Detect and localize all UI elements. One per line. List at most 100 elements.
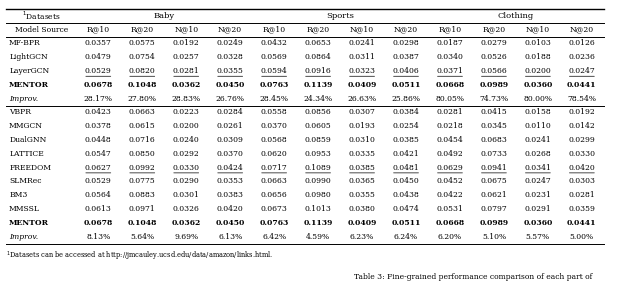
Text: 0.0850: 0.0850 (129, 150, 156, 158)
Text: 0.0292: 0.0292 (173, 150, 200, 158)
Text: 0.0763: 0.0763 (259, 219, 289, 227)
Text: 0.0438: 0.0438 (392, 191, 419, 199)
Text: DualGNN: DualGNN (9, 136, 47, 144)
Text: 0.0775: 0.0775 (129, 177, 156, 185)
Text: 28.45%: 28.45% (260, 95, 289, 103)
Text: 0.0564: 0.0564 (85, 191, 111, 199)
Text: 0.0526: 0.0526 (481, 53, 508, 61)
Text: 0.0362: 0.0362 (172, 219, 201, 227)
Text: 0.0990: 0.0990 (305, 177, 332, 185)
Text: R@10: R@10 (262, 26, 285, 34)
Text: MMGCN: MMGCN (9, 122, 43, 130)
Text: 0.0452: 0.0452 (436, 177, 463, 185)
Text: 0.0820: 0.0820 (129, 67, 156, 75)
Text: 0.0683: 0.0683 (481, 136, 508, 144)
Text: 6.42%: 6.42% (262, 233, 286, 241)
Text: 0.0511: 0.0511 (391, 219, 420, 227)
Text: 0.0110: 0.0110 (525, 122, 551, 130)
Text: 0.0359: 0.0359 (568, 205, 595, 213)
Text: VBPR: VBPR (9, 108, 31, 116)
Text: 5.10%: 5.10% (482, 233, 506, 241)
Text: 0.0668: 0.0668 (435, 219, 465, 227)
Text: 0.0717: 0.0717 (260, 164, 287, 172)
Text: 0.0409: 0.0409 (348, 81, 377, 89)
Text: N@20: N@20 (394, 26, 418, 34)
Text: 0.1089: 0.1089 (305, 164, 332, 172)
Text: 0.0290: 0.0290 (173, 177, 200, 185)
Text: 0.0971: 0.0971 (129, 205, 156, 213)
Text: 0.0341: 0.0341 (524, 164, 551, 172)
Text: SLMRec: SLMRec (9, 177, 42, 185)
Text: 0.0613: 0.0613 (85, 205, 112, 213)
Text: 6.13%: 6.13% (218, 233, 243, 241)
Text: 0.0406: 0.0406 (393, 67, 419, 75)
Text: 0.0605: 0.0605 (305, 122, 332, 130)
Text: 26.63%: 26.63% (348, 95, 376, 103)
Text: 0.0916: 0.0916 (305, 67, 332, 75)
Text: MENTOR: MENTOR (9, 81, 49, 89)
Text: 0.0420: 0.0420 (217, 205, 244, 213)
Text: 26.76%: 26.76% (216, 95, 244, 103)
Text: 80.05%: 80.05% (435, 95, 465, 103)
Text: 0.0733: 0.0733 (481, 150, 508, 158)
Text: 0.0249: 0.0249 (217, 40, 244, 48)
Text: 0.0656: 0.0656 (260, 191, 287, 199)
Text: $^1$Datasets can be accessed at http://jmcauley.ucsd.edu/data/amazon/links.html.: $^1$Datasets can be accessed at http://j… (6, 249, 273, 263)
Text: 0.0340: 0.0340 (436, 53, 463, 61)
Text: LayerGCN: LayerGCN (9, 67, 49, 75)
Text: 0.0653: 0.0653 (305, 40, 332, 48)
Text: R@10: R@10 (438, 26, 461, 34)
Text: 27.80%: 27.80% (128, 95, 157, 103)
Text: 0.0193: 0.0193 (349, 122, 376, 130)
Text: 0.0383: 0.0383 (217, 191, 244, 199)
Text: 0.0378: 0.0378 (85, 122, 112, 130)
Text: 0.0307: 0.0307 (349, 108, 376, 116)
Text: 0.0754: 0.0754 (129, 53, 156, 61)
Text: 0.0424: 0.0424 (217, 164, 244, 172)
Text: 0.0247: 0.0247 (525, 177, 551, 185)
Text: Improv.: Improv. (9, 233, 38, 241)
Text: 0.0311: 0.0311 (349, 53, 376, 61)
Text: 0.0454: 0.0454 (436, 136, 463, 144)
Text: 0.0365: 0.0365 (349, 177, 376, 185)
Text: 0.0421: 0.0421 (393, 150, 419, 158)
Text: 9.69%: 9.69% (174, 233, 198, 241)
Text: 24.34%: 24.34% (303, 95, 333, 103)
Text: 0.0187: 0.0187 (436, 40, 463, 48)
Text: 0.0569: 0.0569 (260, 53, 287, 61)
Text: N@20: N@20 (218, 26, 243, 34)
Text: 0.0261: 0.0261 (217, 122, 244, 130)
Text: 0.0241: 0.0241 (349, 40, 376, 48)
Text: 0.0355: 0.0355 (349, 191, 376, 199)
Text: 0.0387: 0.0387 (392, 53, 419, 61)
Text: 0.0481: 0.0481 (393, 164, 419, 172)
Text: N@10: N@10 (526, 26, 550, 34)
Text: 0.0409: 0.0409 (348, 219, 377, 227)
Text: 0.0441: 0.0441 (567, 219, 596, 227)
Text: 0.0474: 0.0474 (393, 205, 419, 213)
Text: 0.0450: 0.0450 (393, 177, 419, 185)
Text: 0.0362: 0.0362 (172, 81, 201, 89)
Text: 0.0240: 0.0240 (173, 136, 200, 144)
Text: 0.0223: 0.0223 (173, 108, 200, 116)
Text: 0.0218: 0.0218 (436, 122, 463, 130)
Text: 0.0615: 0.0615 (129, 122, 156, 130)
Text: 0.0345: 0.0345 (481, 122, 508, 130)
Text: 0.0864: 0.0864 (305, 53, 332, 61)
Text: MF-BPR: MF-BPR (9, 40, 41, 48)
Text: 0.0980: 0.0980 (305, 191, 332, 199)
Text: 0.1048: 0.1048 (127, 219, 157, 227)
Text: 0.0355: 0.0355 (217, 67, 244, 75)
Text: 0.0992: 0.0992 (129, 164, 156, 172)
Text: 0.0158: 0.0158 (525, 108, 551, 116)
Text: 0.0529: 0.0529 (85, 67, 111, 75)
Text: 0.0531: 0.0531 (436, 205, 463, 213)
Text: 0.0856: 0.0856 (305, 108, 332, 116)
Text: 0.0663: 0.0663 (129, 108, 156, 116)
Text: 6.20%: 6.20% (438, 233, 462, 241)
Text: 0.0448: 0.0448 (85, 136, 111, 144)
Text: R@20: R@20 (131, 26, 154, 34)
Text: Baby: Baby (154, 12, 175, 20)
Text: 0.1048: 0.1048 (127, 81, 157, 89)
Text: 0.0422: 0.0422 (436, 191, 463, 199)
